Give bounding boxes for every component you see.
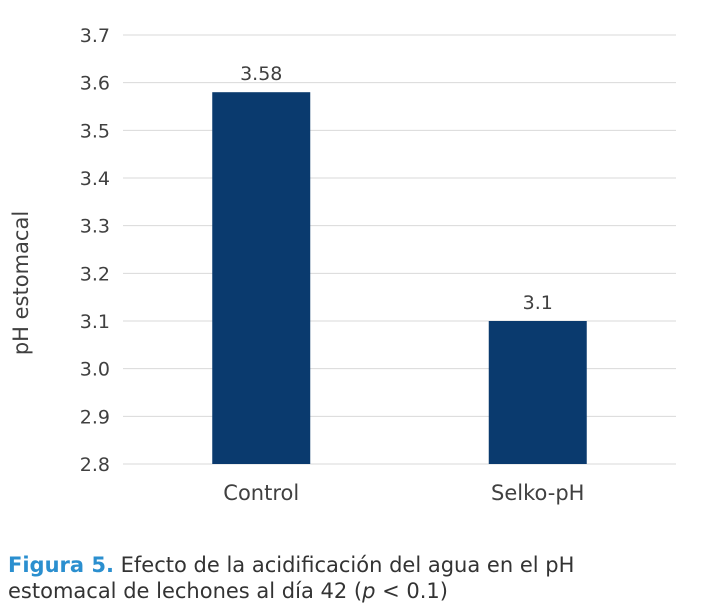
bars bbox=[212, 92, 587, 464]
y-tick-label: 3.7 bbox=[80, 25, 110, 47]
data-label: 3.58 bbox=[240, 63, 282, 85]
caption-text-2: estomacal de lechones al día 42 ( bbox=[8, 579, 363, 603]
bar-chart: 2.8 2.9 3.0 3.1 3.2 3.3 3.4 3.5 3.6 3.7 3.58 3.1 C… bbox=[9, 25, 676, 505]
y-tick-label: 2.9 bbox=[80, 406, 110, 428]
y-tick-label: 3.1 bbox=[80, 311, 110, 333]
caption-text-1: Efecto de la acidificación del agua en e… bbox=[113, 553, 575, 577]
x-category-label: Selko-pH bbox=[491, 481, 584, 505]
y-tick-label: 3.4 bbox=[80, 168, 110, 190]
data-labels: 3.58 3.1 bbox=[240, 63, 553, 314]
y-tick-label: 3.2 bbox=[80, 263, 110, 285]
data-label: 3.1 bbox=[523, 292, 553, 314]
bar-control bbox=[212, 92, 311, 464]
y-tick-label: 3.5 bbox=[80, 120, 110, 142]
caption-line-2: estomacal de lechones al día 42 (p < 0.1… bbox=[8, 578, 724, 604]
caption-label: Figura 5. bbox=[8, 553, 114, 577]
caption-text-3: < 0.1) bbox=[375, 579, 448, 603]
x-axis-categories: Control Selko-pH bbox=[223, 481, 584, 505]
x-category-label: Control bbox=[223, 481, 299, 505]
bar-selko-ph bbox=[488, 321, 587, 464]
y-tick-label: 3.6 bbox=[80, 73, 110, 95]
figure-caption: Figura 5. Efecto de la acidificación del… bbox=[8, 552, 724, 604]
y-axis-label: pH estomacal bbox=[9, 211, 33, 355]
gridlines bbox=[123, 34, 676, 465]
caption-line-1: Figura 5. Efecto de la acidificación del… bbox=[8, 552, 724, 578]
y-tick-label: 3.0 bbox=[80, 359, 110, 381]
y-tick-label: 2.8 bbox=[80, 454, 110, 476]
y-axis-ticks: 2.8 2.9 3.0 3.1 3.2 3.3 3.4 3.5 3.6 3.7 bbox=[80, 25, 110, 476]
caption-p-symbol: p bbox=[362, 579, 376, 603]
y-tick-label: 3.3 bbox=[80, 216, 110, 238]
